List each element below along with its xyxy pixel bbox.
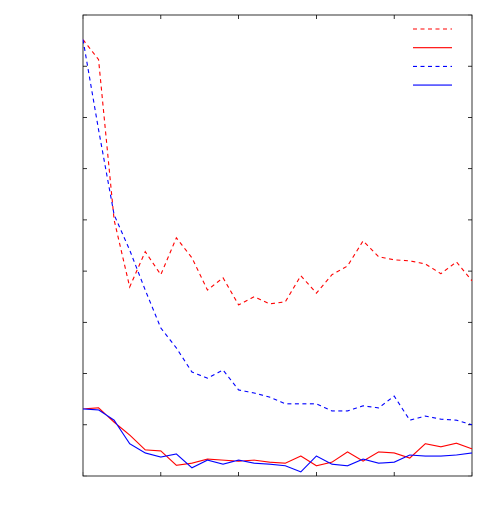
series-line — [82, 39, 473, 426]
series-line — [82, 39, 473, 306]
series-line — [82, 408, 473, 473]
series-line — [82, 407, 473, 467]
plot-frame — [82, 14, 473, 477]
